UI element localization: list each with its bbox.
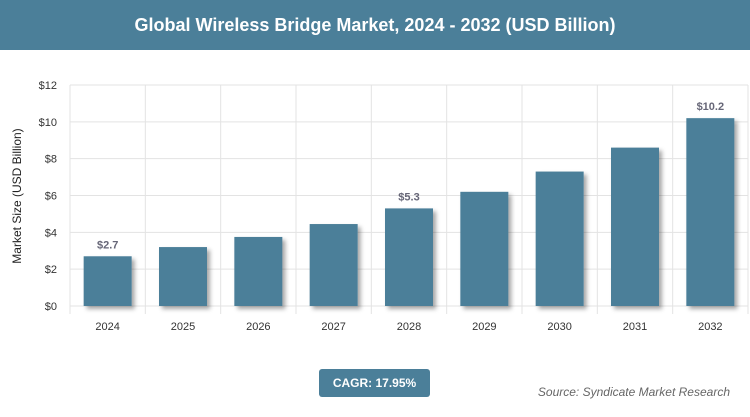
bar-2024 bbox=[83, 256, 132, 306]
y-tick-label: $0 bbox=[45, 301, 57, 313]
y-tick-label: $10 bbox=[39, 117, 57, 129]
x-tick-label: 2029 bbox=[472, 321, 496, 333]
y-tick-label: $12 bbox=[39, 80, 57, 92]
bar-2030 bbox=[535, 171, 584, 306]
bar-2026 bbox=[234, 236, 283, 306]
bar-2028 bbox=[385, 208, 433, 306]
chart-title: Global Wireless Bridge Market, 2024 - 20… bbox=[0, 0, 750, 50]
y-axis-label: Market Size (USD Billion) bbox=[10, 128, 24, 263]
x-tick-label: 2031 bbox=[623, 321, 647, 333]
x-tick-label: 2030 bbox=[547, 321, 571, 333]
cagr-badge: CAGR: 17.95% bbox=[319, 369, 430, 397]
data-label: $10.2 bbox=[697, 101, 725, 113]
bar-2025 bbox=[159, 247, 207, 306]
x-tick-label: 2024 bbox=[95, 321, 119, 333]
bar-2031 bbox=[611, 147, 659, 306]
y-tick-label: $4 bbox=[45, 227, 57, 239]
data-label: $5.3 bbox=[398, 191, 419, 203]
bar-2032 bbox=[686, 118, 735, 307]
y-tick-label: $8 bbox=[45, 154, 57, 166]
bar-2027 bbox=[309, 224, 358, 306]
bar-2029 bbox=[460, 191, 509, 306]
data-label: $2.7 bbox=[97, 239, 118, 251]
x-tick-label: 2027 bbox=[321, 321, 345, 333]
y-tick-label: $2 bbox=[45, 264, 57, 276]
x-tick-label: 2028 bbox=[397, 321, 421, 333]
source-note: Source: Syndicate Market Research bbox=[537, 385, 730, 399]
x-tick-label: 2025 bbox=[171, 321, 195, 333]
x-tick-label: 2026 bbox=[246, 321, 270, 333]
y-tick-label: $6 bbox=[45, 191, 57, 203]
x-tick-label: 2032 bbox=[698, 321, 722, 333]
